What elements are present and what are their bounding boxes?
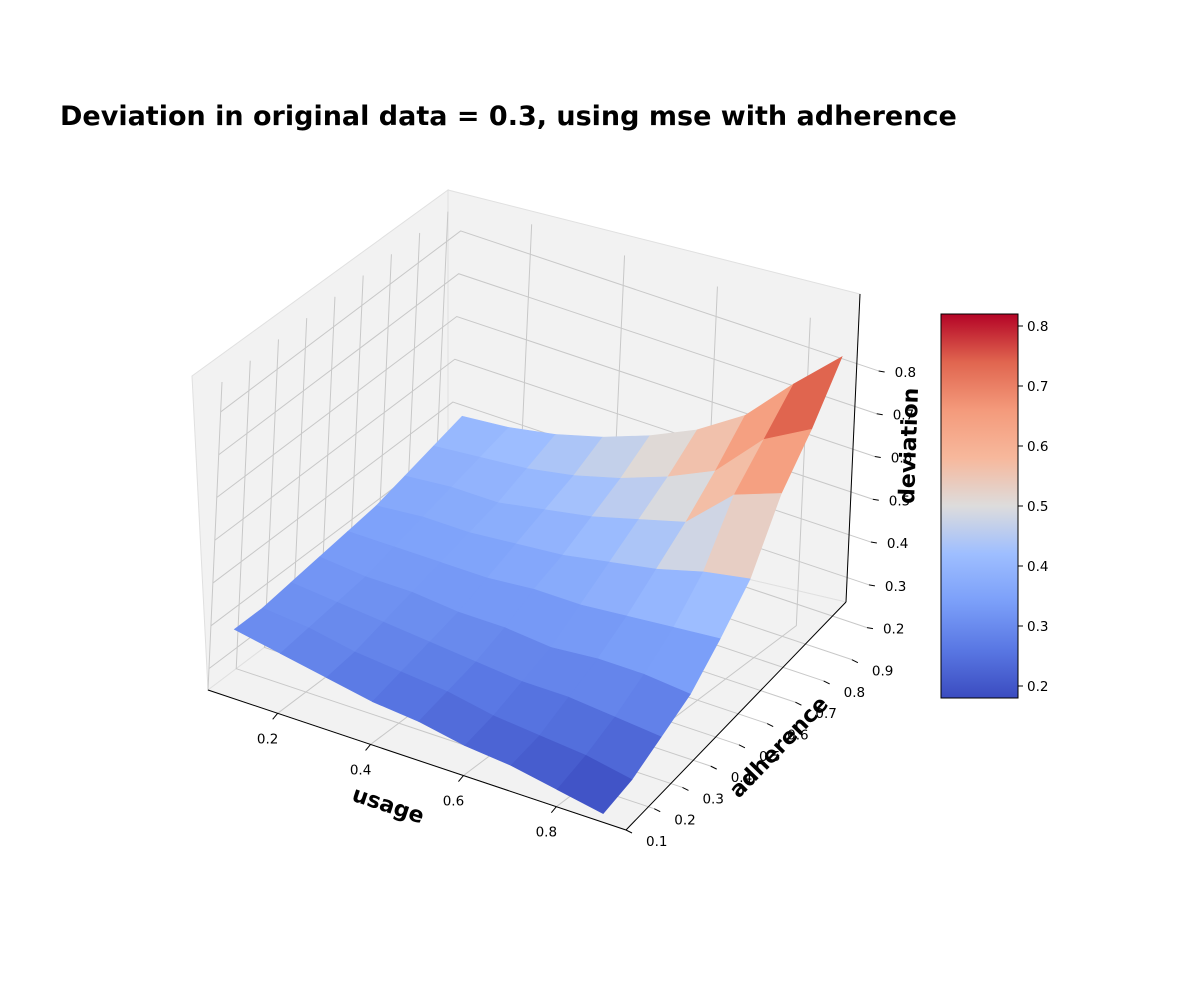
x-ticks: 0.2 0.4 0.6 0.8: [257, 713, 557, 841]
z-gridline: [220, 230, 879, 413]
z-ticks: 0.2 0.3 0.4 0.5 0.6 0.7 0.8: [866, 365, 916, 638]
z-tick-label: 0.8: [895, 365, 916, 381]
z-tick-label: 0.4: [887, 536, 908, 552]
x-tick-mark: [365, 744, 371, 751]
colorbar-ticks: 0.2 0.3 0.4 0.5 0.6 0.7 0.8: [1018, 319, 1048, 695]
z-gridline: [216, 315, 875, 498]
colorbar-tick-label: 0.5: [1027, 499, 1048, 515]
y-tick-label: 0.8: [844, 685, 865, 701]
colorbar-tick-label: 0.3: [1027, 619, 1048, 635]
y-axis-line: [625, 601, 847, 831]
chart-title: Deviation in original data = 0.3, using …: [60, 101, 957, 132]
y-tick-mark: [795, 701, 802, 706]
z-axis-label: deviation: [895, 387, 924, 504]
colorbar-tick-label: 0.6: [1027, 439, 1048, 455]
x-tick-mark: [550, 806, 557, 813]
z-tick-label: 0.3: [885, 579, 906, 595]
z-tick-label: 0.7: [893, 408, 914, 424]
surface-patch: [556, 755, 633, 815]
y-tick-label: 0.9: [872, 664, 893, 680]
y-ticks: 0.1 0.2 0.3 0.4 0.5 0.6 0.7 0.8 0.9: [625, 659, 893, 850]
z-tick-mark: [876, 413, 883, 416]
colorbar-tick-label: 0.2: [1027, 679, 1048, 695]
z-axis-line: [845, 293, 861, 603]
colorbar-tick-label: 0.4: [1027, 559, 1048, 575]
y-tick-label: 0.2: [674, 813, 695, 829]
colorbar-tick-label: 0.7: [1027, 379, 1048, 395]
z-tick-mark: [866, 627, 874, 630]
y-tick-mark: [710, 765, 717, 770]
x-tick-label: 0.2: [257, 731, 278, 747]
surface: [233, 356, 843, 815]
y-tick-mark: [851, 659, 859, 664]
x-axis-label: usage: [349, 782, 427, 829]
y-tick-mark: [738, 744, 746, 749]
y-tick-label: 0.5: [759, 749, 780, 765]
y-tick-mark: [766, 723, 774, 727]
x-tick-mark: [272, 713, 279, 720]
colorbar-tick-label: 0.8: [1027, 319, 1048, 335]
z-tick-mark: [878, 370, 885, 373]
colorbar: [940, 313, 1019, 699]
z-gridline: [218, 273, 877, 456]
y-tick-label: 0.4: [731, 770, 752, 786]
z-tick-label: 0.6: [891, 451, 912, 467]
y-tick-mark: [625, 829, 633, 834]
z-tick-mark: [874, 456, 881, 458]
y-tick-label: 0.1: [646, 834, 667, 850]
x-tick-mark: [458, 775, 464, 782]
z-tick-mark: [868, 584, 875, 587]
z-tick-mark: [872, 498, 879, 501]
x-tick-label: 0.8: [536, 825, 557, 841]
x-tick-label: 0.6: [443, 794, 464, 810]
y-tick-mark: [654, 808, 661, 813]
y-tick-mark: [823, 680, 830, 685]
y-tick-label: 0.6: [787, 728, 808, 744]
y-tick-label: 0.3: [702, 791, 723, 807]
z-tick-mark: [870, 541, 877, 544]
y-tick-label: 0.7: [815, 706, 836, 722]
y-tick-mark: [682, 786, 689, 791]
z-tick-label: 0.2: [883, 622, 904, 638]
z-tick-label: 0.5: [889, 493, 910, 509]
x-tick-label: 0.4: [350, 762, 371, 778]
